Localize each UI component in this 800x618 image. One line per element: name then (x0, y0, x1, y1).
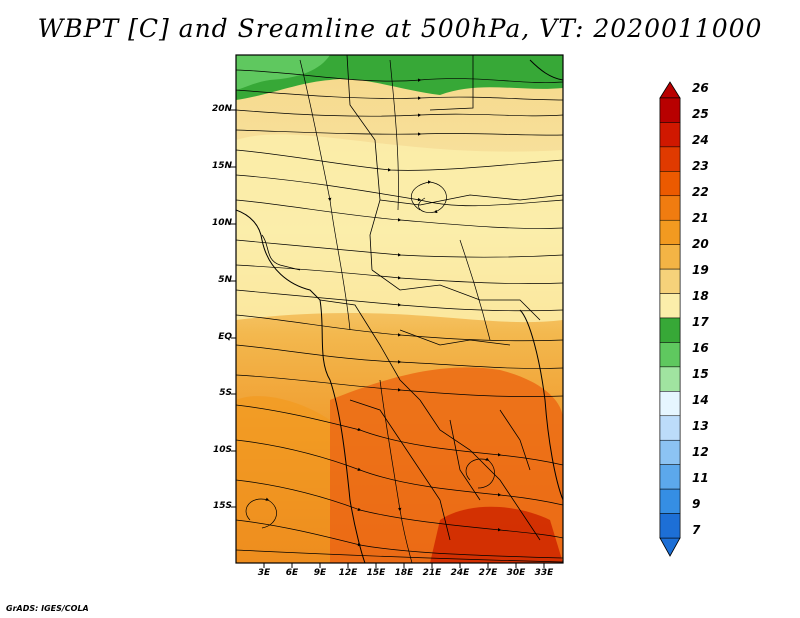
colorbar-segment (659, 513, 681, 539)
lon-label-6e: 6E (285, 568, 299, 578)
colorbar-segment (659, 195, 681, 221)
lon-label-18e: 18E (394, 568, 414, 578)
colorbar-label: 14 (692, 393, 709, 407)
colorbar-segment (659, 293, 681, 319)
lat-label-10n: 10N (211, 218, 232, 228)
lat-label-15n: 15N (211, 161, 232, 171)
colorbar-segment (659, 366, 681, 392)
credit-text: GrADS: IGES/COLA (6, 604, 89, 613)
lon-label-3e: 3E (257, 568, 271, 578)
lat-label-15s: 15S (212, 501, 232, 511)
colorbar-label: 25 (692, 107, 709, 121)
colorbar-segment (659, 464, 681, 490)
colorbar-label: 19 (692, 263, 709, 277)
page-title: WBPT [C] and Sreamline at 500hPa, VT: 20… (37, 14, 763, 43)
lat-label-5s: 5S (219, 388, 232, 398)
colorbar-segment (659, 415, 681, 441)
colorbar-segment (659, 488, 681, 514)
colorbar-label: 20 (692, 237, 709, 251)
lon-ticks (263, 563, 545, 568)
colorbar-segment (659, 342, 681, 368)
colorbar-segment (659, 219, 681, 245)
lon-label-33e: 33E (534, 568, 554, 578)
colorbar-segment (659, 268, 681, 294)
colorbar-label: 15 (692, 367, 709, 381)
colorbar-label: 23 (692, 159, 709, 173)
lat-label-10s: 10S (212, 445, 232, 455)
lat-label-5n: 5N (218, 275, 232, 285)
colorbar-label: 11 (692, 471, 709, 485)
colorbar-label: 9 (692, 497, 701, 511)
lon-label-9e: 9E (313, 568, 327, 578)
map-field (236, 55, 563, 563)
colorbar (659, 81, 681, 557)
colorbar-label: 24 (692, 133, 709, 147)
colorbar-label: 26 (692, 81, 709, 95)
colorbar-segment (659, 171, 681, 197)
colorbar-label: 12 (692, 445, 709, 459)
colorbar-label: 7 (692, 523, 701, 537)
colorbar-segment (659, 391, 681, 417)
lat-ticks (231, 109, 236, 508)
lon-label-30e: 30E (506, 568, 526, 578)
colorbar-segment (659, 317, 681, 343)
colorbar-segment (659, 122, 681, 148)
colorbar-label: 17 (692, 315, 709, 329)
lon-label-27e: 27E (478, 568, 498, 578)
colorbar-label: 16 (692, 341, 709, 355)
colorbar-segment (659, 244, 681, 270)
colorbar-segment (659, 439, 681, 465)
map-frame (235, 54, 564, 564)
colorbar-label: 21 (692, 211, 709, 225)
lon-label-21e: 21E (422, 568, 442, 578)
lon-label-15e: 15E (366, 568, 386, 578)
colorbar-label: 18 (692, 289, 709, 303)
colorbar-label: 22 (692, 185, 709, 199)
lat-label-20n: 20N (211, 104, 232, 114)
colorbar-segment (659, 146, 681, 172)
colorbar-label: 13 (692, 419, 709, 433)
lat-label-eq: EQ (218, 332, 232, 342)
lon-label-24e: 24E (450, 568, 470, 578)
colorbar-segment (659, 97, 681, 123)
lon-label-12e: 12E (338, 568, 358, 578)
